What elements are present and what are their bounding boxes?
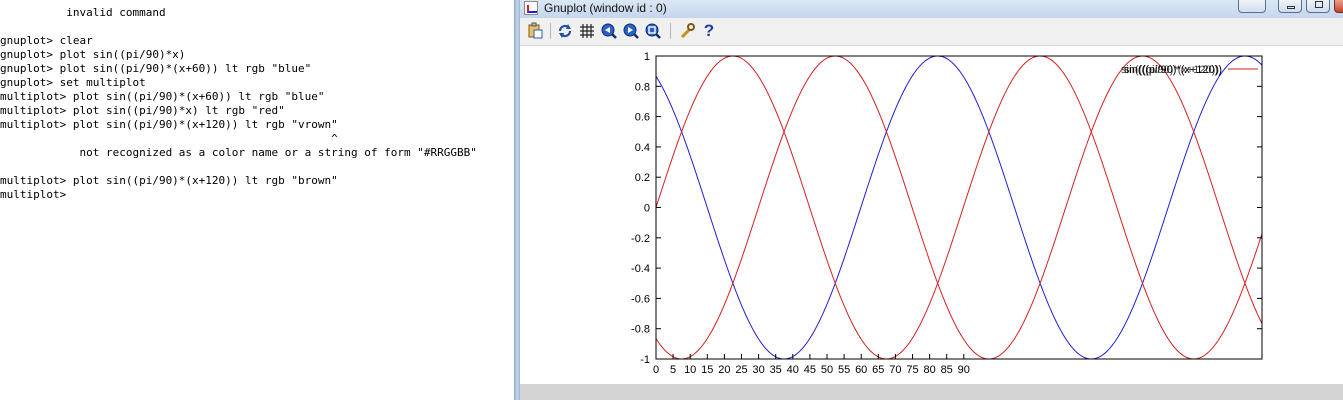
plot-canvas[interactable]: 1 0.8 0.6 0.4 0.2 0 -0.2 -0.4 -0.6 -0.8 -1 0 5 10 15 20… bbox=[520, 46, 1343, 384]
xtick-label: 25 bbox=[735, 364, 747, 376]
toolbar-separator bbox=[670, 23, 671, 39]
xtick-label: 30 bbox=[752, 364, 764, 376]
ytick-label: 1 bbox=[644, 51, 650, 63]
gnuplot-window: Gnuplot (window id : 0) bbox=[520, 0, 1343, 400]
toolbar-separator bbox=[550, 23, 551, 39]
window-title: Gnuplot (window id : 0) bbox=[544, 1, 667, 15]
window-help-button[interactable] bbox=[1238, 0, 1266, 13]
ytick-label: -0.6 bbox=[631, 293, 650, 305]
plot-frame bbox=[655, 55, 1263, 360]
autoscale-button[interactable] bbox=[644, 22, 662, 40]
gnuplot-app-icon bbox=[524, 1, 538, 15]
grid-button[interactable] bbox=[578, 22, 596, 40]
xtick-label: 80 bbox=[923, 364, 935, 376]
xtick-label: 20 bbox=[718, 364, 730, 376]
zoom-previous-icon bbox=[601, 23, 617, 39]
series-line-1 bbox=[655, 55, 1263, 360]
xtick-label: 75 bbox=[906, 364, 918, 376]
xtick-label: 65 bbox=[872, 364, 884, 376]
grid-icon bbox=[580, 24, 594, 38]
xtick-label: 70 bbox=[889, 364, 901, 376]
xtick-label: 45 bbox=[804, 364, 816, 376]
title-bar[interactable]: Gnuplot (window id : 0) bbox=[520, 0, 1343, 18]
xtick-label: 60 bbox=[855, 364, 867, 376]
zoom-next-button[interactable] bbox=[622, 22, 640, 40]
toolbar: ? bbox=[520, 18, 1343, 46]
xtick-label: 50 bbox=[821, 364, 833, 376]
xtick-label: 35 bbox=[770, 364, 782, 376]
status-bar bbox=[520, 384, 1343, 400]
xtick-label: 90 bbox=[958, 364, 970, 376]
series-line-3 bbox=[655, 55, 1263, 360]
ytick-label: 0 bbox=[644, 203, 650, 215]
ytick-label: 0.2 bbox=[635, 172, 650, 184]
zoom-next-icon bbox=[623, 23, 639, 39]
xtick-label: 0 bbox=[653, 364, 659, 376]
console-panel[interactable]: invalid command gnuplot> clear gnuplot> … bbox=[0, 0, 514, 400]
ytick-label: -0.8 bbox=[631, 324, 650, 336]
wrench-icon bbox=[680, 23, 695, 39]
replot-icon bbox=[558, 24, 572, 38]
xtick-label: 15 bbox=[701, 364, 713, 376]
chart: 10.80.60.40.20-0.2-0.4-0.6-0.8-10 5 10 15 20… bbox=[631, 51, 1263, 376]
series-line-2 bbox=[655, 55, 1263, 360]
legend-label: sin(((pi/90)*(x+120)) bbox=[1124, 64, 1222, 76]
clipboard-copy-button[interactable] bbox=[526, 22, 544, 40]
xtick-label: 40 bbox=[787, 364, 799, 376]
ytick-label: -0.4 bbox=[631, 263, 650, 275]
ytick-label: 0.4 bbox=[635, 142, 650, 154]
maximize-icon bbox=[1315, 1, 1323, 8]
window-border bbox=[514, 0, 520, 400]
xtick-label: 55 bbox=[838, 364, 850, 376]
options-button[interactable] bbox=[678, 22, 696, 40]
autoscale-icon bbox=[645, 23, 661, 39]
minimize-icon bbox=[1287, 6, 1295, 9]
console-output: invalid command gnuplot> clear gnuplot> … bbox=[0, 6, 477, 201]
xtick-label: 10 bbox=[684, 364, 696, 376]
ytick-label: -1 bbox=[640, 354, 650, 366]
xtick-label: 85 bbox=[941, 364, 953, 376]
close-button[interactable] bbox=[1334, 0, 1343, 13]
legend-label-overlap: sin(((pi/90)*(x+120)) bbox=[1121, 64, 1219, 76]
clipboard-copy-icon bbox=[528, 22, 543, 39]
minimize-button[interactable] bbox=[1278, 0, 1302, 13]
maximize-button[interactable] bbox=[1306, 0, 1330, 13]
help-button[interactable]: ? bbox=[700, 22, 718, 40]
ytick-label: 0.6 bbox=[635, 112, 650, 124]
zoom-previous-button[interactable] bbox=[600, 22, 618, 40]
help-icon: ? bbox=[703, 21, 715, 40]
ytick-label: -0.2 bbox=[631, 233, 650, 245]
xtick-label: 5 bbox=[670, 364, 676, 376]
ytick-label: 0.8 bbox=[635, 81, 650, 93]
replot-button[interactable] bbox=[556, 22, 574, 40]
